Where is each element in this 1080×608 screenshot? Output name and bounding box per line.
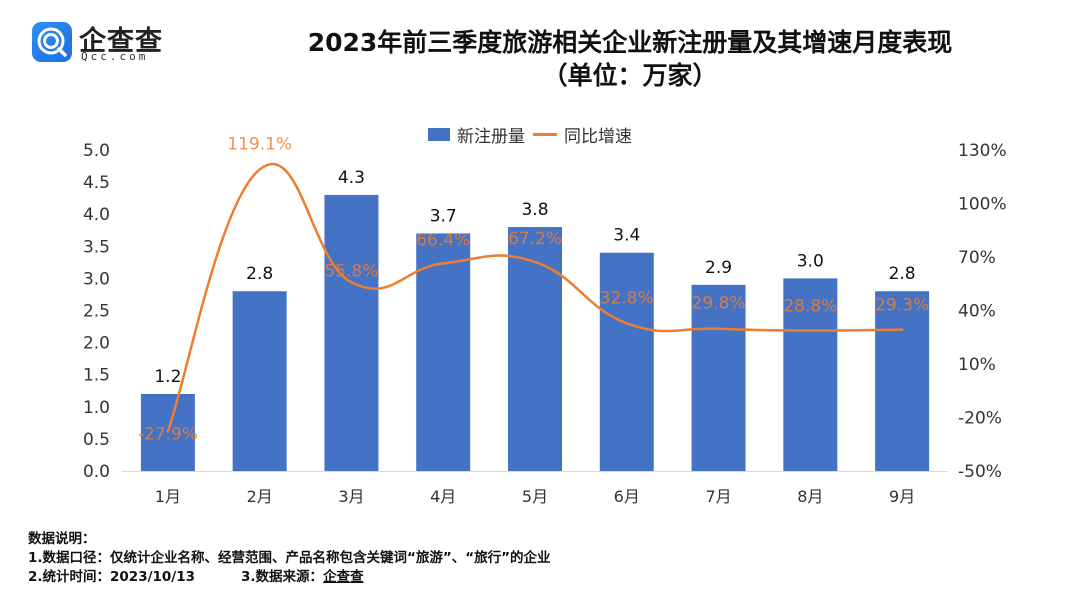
bar [232, 291, 287, 471]
notes-heading: 数据说明： [28, 531, 96, 547]
bar [599, 252, 654, 471]
y-right-tick-label: 10% [958, 355, 996, 375]
x-tick-label: 3月 [338, 487, 364, 506]
x-tick-label: 8月 [797, 487, 823, 506]
bar-value-label: 4.3 [338, 168, 365, 188]
x-tick-label: 1月 [155, 487, 181, 506]
qcc-logo-icon [32, 22, 72, 62]
x-tick-label: 6月 [614, 487, 640, 506]
x-tick-label: 4月 [430, 487, 456, 506]
bar [875, 291, 930, 471]
y-right-tick-label: -50% [958, 462, 1002, 482]
line-series [166, 162, 904, 433]
bar [324, 194, 379, 471]
x-tick-label: 7月 [705, 487, 731, 506]
title-line-2: （单位：万家） [542, 61, 718, 90]
y-right-tick-label: 130% [958, 141, 1007, 161]
growth-value-label: -27.9% [138, 425, 198, 445]
axes: 0.0 0.5 1.0 1.5 2.0 2.5 3.0 3.5 4.0 4.5 5.0 -50% -20… [83, 141, 1007, 506]
y-right-tick-label: 70% [958, 248, 996, 268]
legend-bar-label: 新注册量 [457, 127, 525, 147]
legend-line-label: 同比增速 [564, 127, 632, 147]
logo-domain: Qcc.com [81, 50, 149, 63]
y-left-tick-label: 4.0 [83, 205, 110, 225]
y-left-tick-label: 3.5 [83, 237, 110, 257]
y-left-tick-label: 0.0 [83, 462, 110, 482]
growth-value-label: 67.2% [508, 229, 562, 249]
x-tick-label: 9月 [889, 487, 915, 506]
chart-title: 2023年前三季度旅游相关企业新注册量及其增速月度表现 （单位：万家） [180, 26, 1080, 92]
y-left-tick-label: 4.5 [83, 173, 110, 193]
data-notes: 数据说明： 1.数据口径：仅统计企业名称、经营范围、产品名称包含关键词“旅游”、… [28, 530, 551, 587]
notes-source-label: 3.数据来源： [241, 569, 324, 585]
y-left-tick-label: 1.5 [83, 366, 110, 386]
y-right-tick-label: -20% [958, 409, 1002, 429]
y-left-tick-label: 2.5 [83, 302, 110, 322]
growth-value-label: 32.8% [600, 288, 654, 308]
bar [783, 278, 838, 471]
growth-value-label: 29.8% [692, 294, 746, 314]
notes-line-2: 2.统计时间：2023/10/13 3.数据来源：企查查 [28, 568, 551, 587]
y-right-tick-label: 40% [958, 302, 996, 322]
y-left-tick-label: 1.0 [83, 398, 110, 418]
data-labels: 1.2 2.8 4.3 3.7 3.8 3.4 2.9 3.0 2.8 -27.9% 119.1% 5… [138, 134, 929, 444]
title-line-1: 2023年前三季度旅游相关企业新注册量及其增速月度表现 [307, 28, 953, 57]
x-tick-label: 2月 [247, 487, 273, 506]
bar-value-label: 2.9 [705, 258, 732, 278]
logo-name: 企查查 [79, 26, 163, 57]
bar [508, 227, 562, 471]
y-left-tick-label: 3.0 [83, 269, 110, 289]
y-right-tick-label: 100% [958, 195, 1007, 215]
growth-value-label: 29.3% [875, 296, 929, 316]
growth-value-label: 55.8% [324, 261, 378, 281]
growth-value-label: 66.4% [416, 230, 470, 250]
bar-value-label: 3.0 [797, 251, 824, 271]
legend: 新注册量 同比增速 [428, 122, 632, 147]
y-left-tick-label: 5.0 [83, 141, 110, 161]
bar-value-label: 3.8 [521, 200, 548, 220]
growth-line [166, 162, 904, 433]
bar [691, 284, 746, 471]
notes-line-1: 1.数据口径：仅统计企业名称、经营范围、产品名称包含关键词“旅游”、“旅行”的企… [28, 550, 551, 566]
growth-value-label: 119.1% [227, 134, 292, 154]
x-tick-label: 5月 [522, 487, 548, 506]
bar-value-label: 3.7 [430, 206, 457, 226]
notes-stat-time: 2.统计时间：2023/10/13 [28, 569, 196, 585]
bar-value-label: 2.8 [246, 264, 273, 284]
y-left-tick-label: 2.0 [83, 334, 110, 354]
notes-source: 企查查 [323, 569, 364, 585]
y-left-tick-label: 0.5 [83, 430, 110, 450]
bar-value-label: 2.8 [889, 264, 916, 284]
bar-value-label: 1.2 [154, 367, 181, 387]
bar [416, 233, 471, 471]
legend-bar-swatch [428, 128, 450, 141]
bar-value-label: 3.4 [613, 226, 640, 246]
growth-value-label: 28.8% [783, 296, 837, 316]
legend-line-swatch [533, 133, 557, 136]
qcc-logo: 企查查 Qcc.com [32, 22, 167, 63]
bar-series [140, 194, 930, 471]
